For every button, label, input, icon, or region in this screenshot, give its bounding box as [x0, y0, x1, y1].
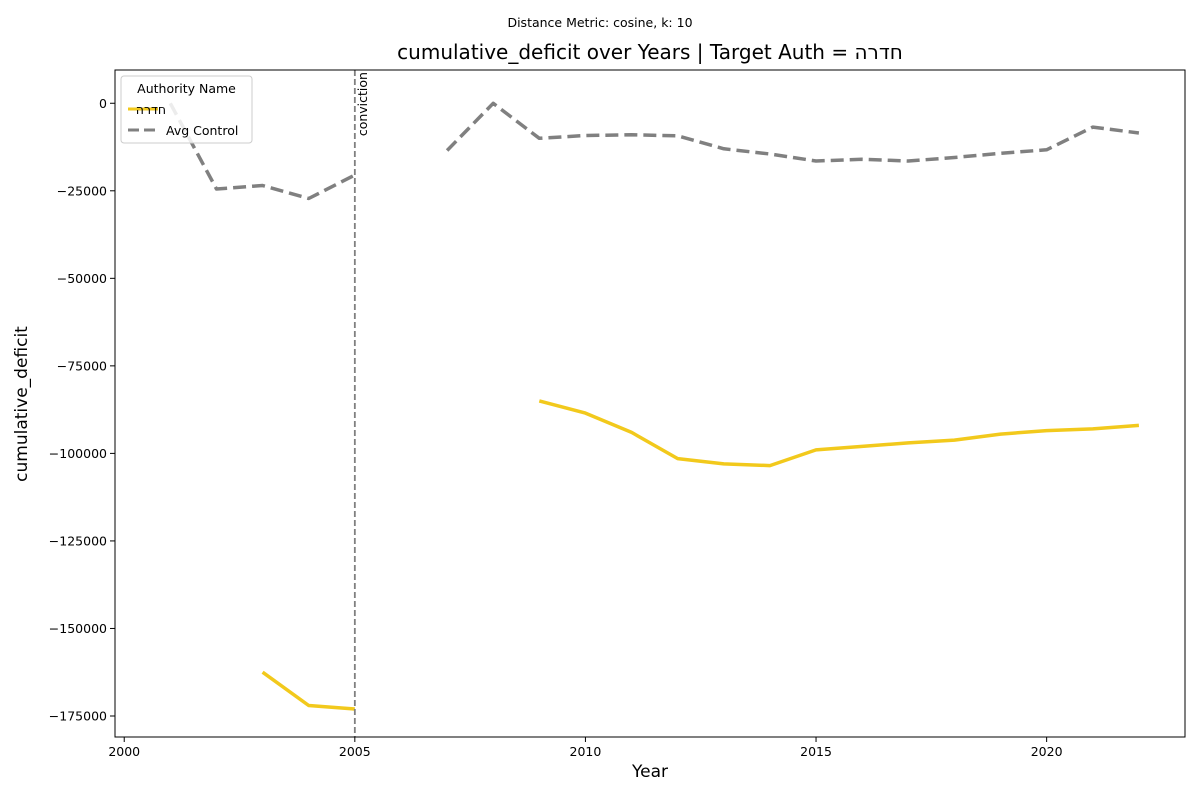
series-line-0-segment-0	[261, 670, 355, 711]
axes-layer	[114, 69, 1186, 738]
x-tick-label: 2000	[108, 744, 140, 759]
y-tick-label: −175000	[49, 708, 107, 723]
x-tick-label: 2010	[570, 744, 602, 759]
y-tick-label: −150000	[49, 621, 107, 636]
series-line-1-segment-0	[168, 102, 356, 201]
legend-title: Authority Name	[137, 81, 236, 96]
legend-entry-control: Avg Control	[166, 123, 238, 138]
plot-frame	[114, 69, 1186, 738]
x-tick-label: 2005	[339, 744, 371, 759]
y-tick-label: −75000	[57, 358, 107, 373]
x-tick-label: 2015	[800, 744, 832, 759]
legend-entry-target: חדרה	[136, 102, 166, 117]
y-tick-label: −100000	[49, 446, 107, 461]
series-line-1-segment-1	[445, 101, 1140, 163]
y-tick-label: −50000	[57, 271, 107, 286]
chart-suptitle: Distance Metric: cosine, k: 10	[507, 15, 693, 30]
y-tick-label: −25000	[57, 183, 107, 198]
legend-box	[120, 75, 253, 144]
conviction-label: conviction	[355, 72, 370, 136]
series-line-0-segment-1	[538, 399, 1140, 468]
y-tick-label: −125000	[49, 533, 107, 548]
y-ticks: 0 −25000 −50000 −75000 −100000 −125000 −150000…	[49, 96, 115, 723]
annotation-layer: conviction	[353, 70, 370, 737]
y-tick-label: 0	[99, 96, 107, 111]
x-axis-label: Year	[632, 762, 668, 782]
x-ticks: 2000 2005 2010 2015 2020	[108, 737, 1063, 759]
legend: Authority Name חדרה Avg Control	[120, 75, 253, 144]
chart-title: cumulative_deficit over Years | Target A…	[397, 40, 903, 64]
lines-layer	[168, 101, 1140, 711]
x-tick-label: 2020	[1031, 744, 1063, 759]
